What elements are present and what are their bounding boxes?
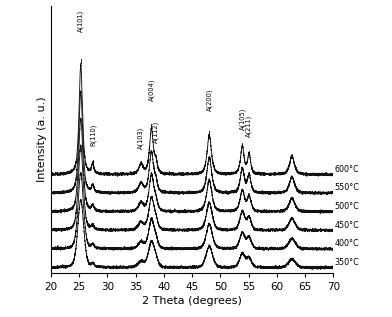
Text: R(110): R(110) [89, 124, 96, 146]
X-axis label: 2 Theta (degrees): 2 Theta (degrees) [142, 296, 242, 306]
Text: 600°C: 600°C [334, 165, 359, 174]
Text: A(103): A(103) [138, 127, 144, 149]
Text: 500°C: 500°C [334, 202, 359, 211]
Text: A(004): A(004) [148, 78, 155, 100]
Y-axis label: Intensity (a. u.): Intensity (a. u.) [37, 97, 47, 182]
Text: 400°C: 400°C [334, 239, 359, 248]
Text: A(112): A(112) [153, 121, 159, 143]
Text: A(101): A(101) [78, 10, 84, 32]
Text: A(200): A(200) [206, 88, 212, 111]
Text: 550°C: 550°C [334, 183, 359, 192]
Text: 450°C: 450°C [334, 221, 359, 230]
Text: A(105): A(105) [239, 107, 245, 130]
Text: A(211): A(211) [246, 115, 252, 137]
Text: 350°C: 350°C [334, 258, 359, 267]
